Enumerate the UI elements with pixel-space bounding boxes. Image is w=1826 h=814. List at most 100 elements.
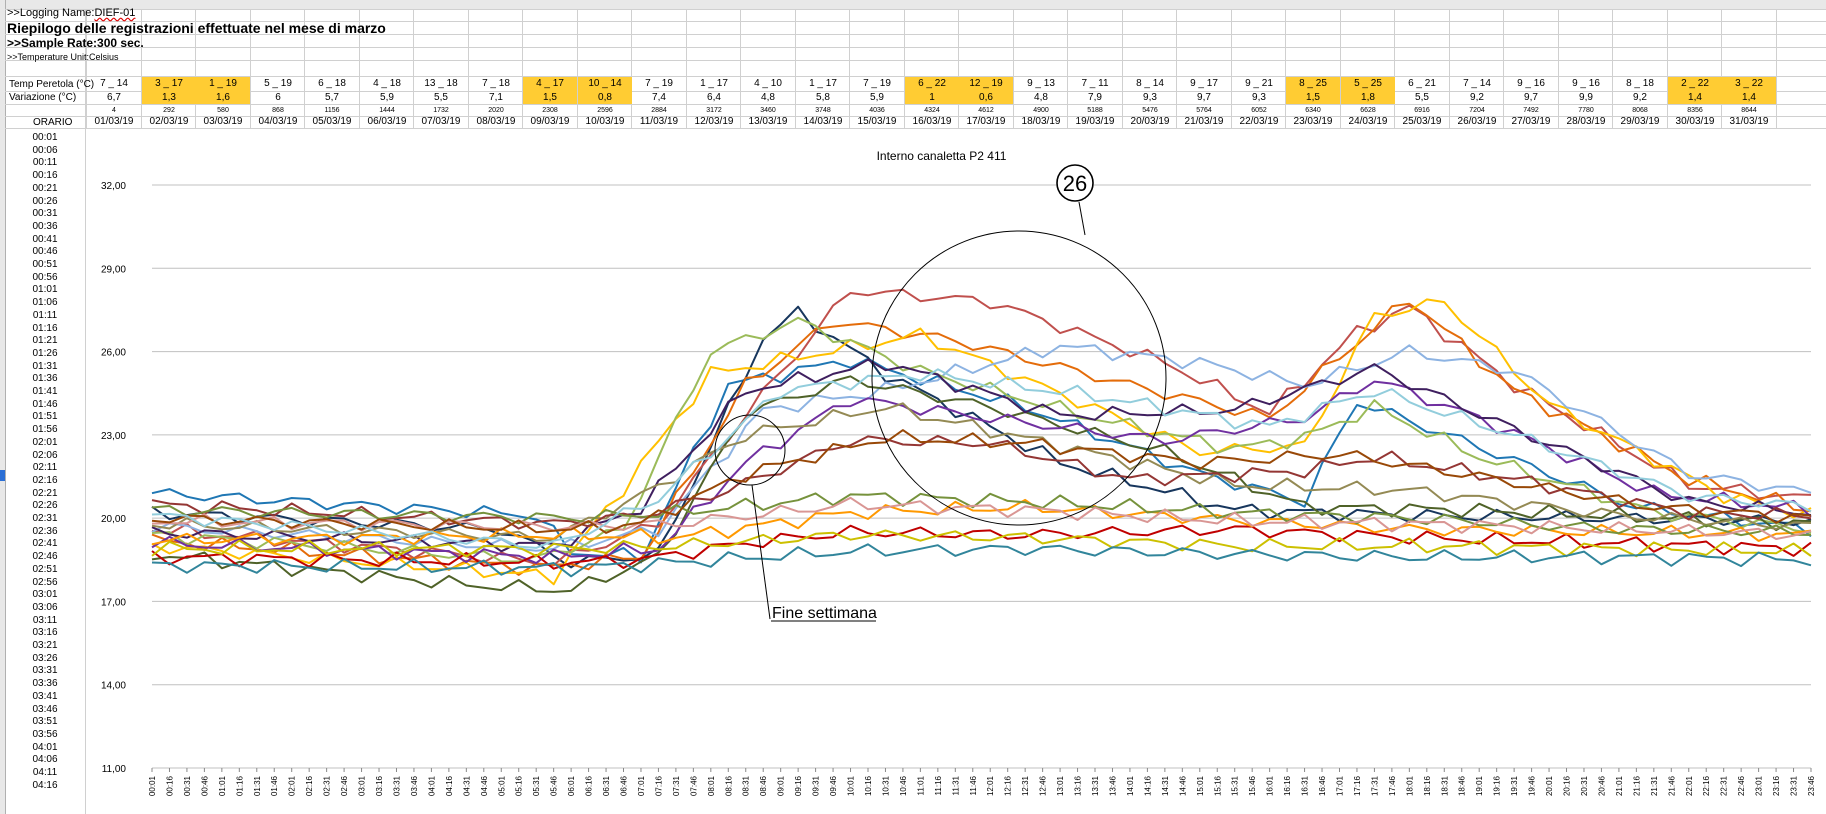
row-header-bar[interactable] — [0, 0, 6, 814]
time-row-label[interactable]: 00:41 — [32, 233, 58, 245]
day-temp-cell[interactable]: 4 _ 10 — [754, 78, 782, 89]
time-row-label[interactable]: 02:16 — [32, 474, 58, 486]
series-line[interactable] — [151, 368, 1812, 549]
time-row-label[interactable]: 03:11 — [32, 614, 58, 626]
day-date-cell[interactable]: 17/03/19 — [966, 116, 1006, 127]
day-variation-cell[interactable]: 7,4 — [652, 92, 666, 103]
series-line[interactable] — [151, 543, 1812, 578]
day-variation-cell[interactable]: 9,3 — [1252, 92, 1266, 103]
series-line[interactable] — [151, 302, 1812, 576]
time-row-label[interactable]: 01:21 — [32, 335, 58, 347]
day-temp-cell[interactable]: 7 _ 14 — [1463, 78, 1491, 89]
day-index-cell[interactable]: 8068 — [1632, 107, 1648, 114]
time-row-label[interactable]: 02:36 — [32, 525, 58, 537]
series-line[interactable] — [151, 358, 1812, 553]
time-row-label[interactable]: 01:46 — [32, 398, 58, 410]
day-variation-cell[interactable]: 5,9 — [870, 92, 884, 103]
day-date-cell[interactable]: 16/03/19 — [912, 116, 952, 127]
day-temp-cell[interactable]: 6 _ 22 — [905, 77, 959, 91]
time-row-label[interactable]: 04:06 — [32, 754, 58, 766]
day-index-cell[interactable]: 6052 — [1251, 107, 1267, 114]
time-row-label[interactable]: 03:41 — [32, 690, 58, 702]
series-line[interactable] — [151, 344, 1812, 552]
time-row-label[interactable]: 03:56 — [32, 728, 58, 740]
day-temp-cell[interactable]: 3 _ 22 — [1722, 77, 1776, 91]
day-date-cell[interactable]: 10/03/19 — [585, 116, 625, 127]
day-temp-cell[interactable]: 1 _ 19 — [196, 77, 250, 91]
row-label-temp[interactable]: Temp Peretola (°C) — [9, 79, 95, 90]
day-temp-cell[interactable]: 7 _ 19 — [645, 78, 673, 89]
day-index-cell[interactable]: 2884 — [651, 107, 667, 114]
day-temp-cell[interactable]: 1 _ 17 — [700, 78, 728, 89]
day-date-cell[interactable]: 24/03/19 — [1348, 116, 1388, 127]
day-date-cell[interactable]: 22/03/19 — [1239, 116, 1279, 127]
time-row-label[interactable]: 03:01 — [32, 589, 58, 601]
time-row-label[interactable]: 03:26 — [32, 652, 58, 664]
day-variation-cell[interactable]: 6,7 — [107, 92, 121, 103]
day-variation-cell[interactable]: 0,8 — [578, 91, 632, 104]
day-date-cell[interactable]: 02/03/19 — [149, 116, 189, 127]
day-index-cell[interactable]: 2020 — [488, 107, 504, 114]
time-row-label[interactable]: 03:46 — [32, 703, 58, 715]
time-row-label[interactable]: 00:26 — [32, 195, 58, 207]
day-index-cell[interactable]: 8644 — [1741, 107, 1757, 114]
day-temp-cell[interactable]: 8 _ 18 — [1626, 78, 1654, 89]
day-temp-cell[interactable]: 9 _ 13 — [1027, 78, 1055, 89]
day-variation-cell[interactable]: 7,9 — [1088, 92, 1102, 103]
day-variation-cell[interactable]: 9,7 — [1197, 92, 1211, 103]
time-row-label[interactable]: 01:36 — [32, 373, 58, 385]
day-variation-cell[interactable]: 5,5 — [434, 92, 448, 103]
day-variation-cell[interactable]: 9,9 — [1579, 92, 1593, 103]
time-row-label[interactable]: 03:16 — [32, 627, 58, 639]
day-temp-cell[interactable]: 2 _ 22 — [1668, 77, 1722, 91]
time-row-label[interactable]: 01:31 — [32, 360, 58, 372]
time-row-label[interactable]: 02:06 — [32, 449, 58, 461]
time-row-label[interactable]: 00:11 — [32, 157, 58, 169]
time-row-label[interactable]: 02:01 — [32, 436, 58, 448]
day-variation-cell[interactable]: 1,4 — [1722, 91, 1776, 104]
time-row-label[interactable]: 03:21 — [32, 640, 58, 651]
day-date-cell[interactable]: 05/03/19 — [312, 116, 352, 127]
series-line[interactable] — [151, 357, 1812, 564]
day-date-cell[interactable]: 18/03/19 — [1021, 116, 1061, 127]
day-index-cell[interactable]: 4 — [112, 107, 116, 114]
day-temp-cell[interactable]: 9 _ 16 — [1517, 78, 1545, 89]
day-variation-cell[interactable]: 1,6 — [196, 91, 250, 104]
day-index-cell[interactable]: 6628 — [1360, 107, 1376, 114]
day-variation-cell[interactable]: 5,5 — [1415, 92, 1429, 103]
series-line[interactable] — [151, 529, 1812, 558]
day-temp-cell[interactable]: 6 _ 21 — [1408, 78, 1436, 89]
series-line[interactable] — [151, 492, 1812, 537]
day-date-cell[interactable]: 19/03/19 — [1075, 116, 1115, 127]
day-index-cell[interactable]: 2308 — [542, 107, 558, 114]
column-header-bar[interactable] — [0, 0, 1826, 10]
temp-unit-line[interactable]: >>Temperature Unit:Celsius — [7, 52, 119, 62]
day-variation-cell[interactable]: 9,3 — [1143, 92, 1157, 103]
series-line[interactable] — [151, 380, 1812, 565]
day-variation-cell[interactable]: 1,3 — [142, 91, 196, 104]
time-row-label[interactable]: 00:31 — [32, 208, 58, 220]
day-index-cell[interactable]: 4036 — [869, 107, 885, 114]
day-index-cell[interactable]: 1156 — [324, 107, 340, 114]
time-row-label[interactable]: 00:51 — [32, 259, 58, 270]
day-index-cell[interactable]: 7204 — [1469, 107, 1485, 114]
day-index-cell[interactable]: 1732 — [433, 107, 449, 114]
day-temp-cell[interactable]: 13 _ 18 — [424, 78, 458, 89]
day-date-cell[interactable]: 23/03/19 — [1293, 116, 1333, 127]
day-temp-cell[interactable]: 9 _ 17 — [1190, 78, 1218, 89]
day-index-cell[interactable]: 5188 — [1087, 107, 1103, 114]
day-temp-cell[interactable]: 5 _ 19 — [264, 78, 292, 89]
temperature-chart[interactable]: Interno canaletta P2 411 32,00 29,00 26,00 2… — [86, 135, 1826, 814]
day-variation-cell[interactable]: 6,4 — [707, 92, 721, 103]
day-temp-cell[interactable]: 4 _ 17 — [523, 77, 577, 91]
day-index-cell[interactable]: 292 — [163, 107, 175, 114]
time-row-label[interactable]: 00:56 — [32, 271, 58, 283]
day-temp-cell[interactable]: 1 _ 17 — [809, 78, 837, 89]
time-row-label[interactable]: 02:46 — [32, 551, 58, 563]
day-date-cell[interactable]: 30/03/19 — [1675, 116, 1715, 127]
day-index-cell[interactable]: 8356 — [1687, 107, 1703, 114]
day-temp-cell[interactable]: 4 _ 18 — [373, 78, 401, 89]
day-date-cell[interactable]: 29/03/19 — [1620, 116, 1660, 127]
day-index-cell[interactable]: 580 — [217, 107, 229, 114]
time-row-label[interactable]: 00:06 — [32, 144, 58, 156]
